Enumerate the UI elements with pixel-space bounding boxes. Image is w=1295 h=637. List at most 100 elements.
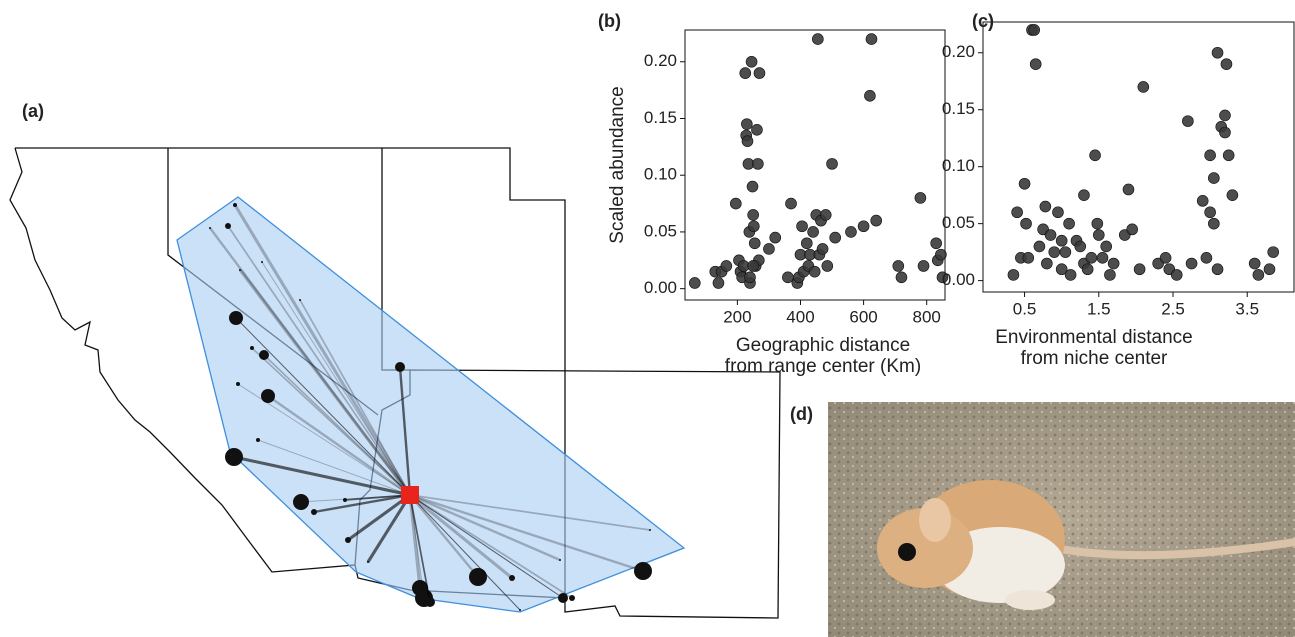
point <box>1170 269 1183 281</box>
point <box>800 237 813 250</box>
point <box>1267 246 1280 258</box>
spoke <box>409 494 521 611</box>
y-tick-label: 0.10 <box>644 165 677 184</box>
point <box>829 231 841 244</box>
x-tick-label: 400 <box>786 307 814 326</box>
point <box>1107 257 1120 270</box>
point <box>746 180 759 193</box>
point <box>1085 252 1098 264</box>
point <box>1248 257 1261 270</box>
point <box>688 277 701 289</box>
point <box>1219 109 1231 122</box>
point <box>1122 183 1135 196</box>
point <box>1252 269 1265 281</box>
point <box>1263 263 1276 276</box>
site <box>261 261 263 263</box>
point <box>753 67 766 79</box>
site <box>367 561 369 563</box>
y-tick-label: 0.20 <box>644 51 677 70</box>
site <box>250 346 254 350</box>
site <box>225 223 231 229</box>
point <box>1078 189 1090 201</box>
spoke <box>233 204 412 496</box>
y-tick-label: 0.00 <box>644 278 677 297</box>
point <box>730 197 742 210</box>
site <box>225 448 243 466</box>
point <box>1208 172 1220 184</box>
point <box>936 271 949 284</box>
spoke <box>409 494 564 599</box>
point <box>1204 206 1216 219</box>
plot-frame <box>684 29 946 301</box>
point <box>930 237 942 250</box>
point <box>712 277 725 289</box>
panel-label: (c) <box>972 11 994 31</box>
point <box>1211 46 1224 59</box>
point <box>1063 217 1075 230</box>
point <box>1204 149 1216 162</box>
spoke <box>261 261 411 496</box>
point <box>914 192 927 204</box>
point <box>1081 263 1094 276</box>
point <box>739 67 752 79</box>
spoke <box>366 494 412 563</box>
point <box>870 214 883 227</box>
spoke <box>409 494 425 599</box>
spoke <box>235 317 411 496</box>
point <box>1028 24 1041 36</box>
point <box>1064 269 1077 281</box>
site <box>345 537 351 543</box>
point <box>1226 189 1239 201</box>
point <box>1137 81 1150 93</box>
point <box>1048 246 1061 258</box>
point <box>917 260 930 272</box>
point <box>1091 217 1104 230</box>
x-axis-label: Geographic distance <box>736 335 910 356</box>
spoke <box>409 493 644 573</box>
spoke <box>409 494 651 531</box>
spoke <box>313 493 411 514</box>
x-axis-label: from niche center <box>1021 348 1168 369</box>
point <box>1044 229 1057 241</box>
point <box>1039 200 1052 213</box>
point <box>785 197 797 210</box>
point <box>1052 206 1064 219</box>
point <box>1020 217 1032 230</box>
x-axis-label: Environmental distance <box>995 327 1193 348</box>
site <box>259 350 269 360</box>
point <box>821 260 834 272</box>
spoke <box>398 366 412 496</box>
point <box>864 89 876 102</box>
x-tick-label: 2.5 <box>1161 299 1185 318</box>
point <box>1022 252 1035 264</box>
point <box>1011 206 1023 219</box>
plot-frame <box>982 21 1295 293</box>
spoke <box>408 494 422 589</box>
site <box>209 227 211 229</box>
point <box>747 220 760 233</box>
site <box>634 562 652 580</box>
point <box>1055 263 1068 276</box>
point <box>807 226 819 238</box>
point <box>747 209 759 221</box>
point <box>1059 246 1072 258</box>
point <box>1029 58 1042 70</box>
point <box>741 118 753 130</box>
y-tick-label: 0.00 <box>942 270 975 289</box>
x-axis-label: from range center (Km) <box>725 356 921 377</box>
point <box>819 209 832 221</box>
spoke <box>409 494 431 603</box>
spoke <box>299 299 411 496</box>
y-tick-label: 0.15 <box>942 99 975 118</box>
x-tick-label: 0.5 <box>1013 299 1037 318</box>
point <box>745 55 758 68</box>
point <box>1033 240 1046 253</box>
x-tick-label: 200 <box>723 307 751 326</box>
point <box>751 124 763 136</box>
points <box>1007 24 1280 281</box>
point <box>1104 269 1116 281</box>
site <box>239 269 241 271</box>
point <box>1211 263 1224 276</box>
x-tick-label: 3.5 <box>1235 299 1259 318</box>
spoke <box>409 493 561 562</box>
